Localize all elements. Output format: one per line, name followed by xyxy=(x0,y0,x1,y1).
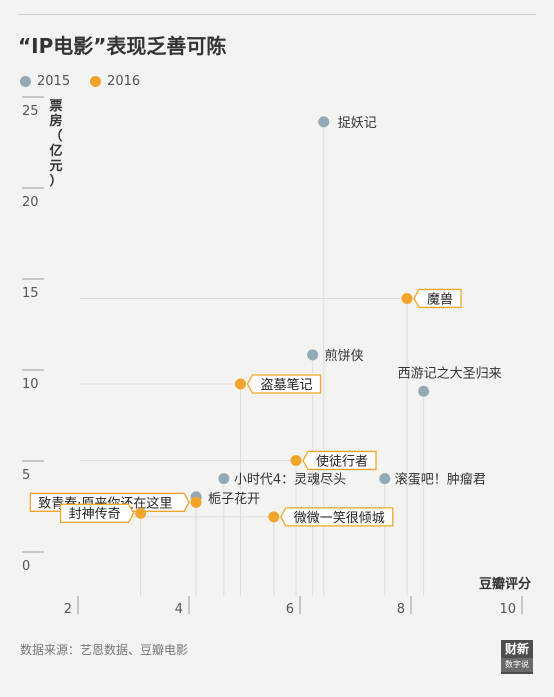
data-label-box-2016 xyxy=(413,288,462,309)
data-point-2016 xyxy=(268,511,280,523)
axes: 0 5 10 15 20 25 票房（亿元） 2 4 6 8 10 豆瓣评分 xyxy=(22,96,531,617)
data-label-box-2016 xyxy=(302,450,377,471)
y-axis-label: 元 xyxy=(49,159,62,174)
top-rule xyxy=(18,14,536,15)
x-tick-label: 2 xyxy=(64,602,72,617)
y-axis-label: 房 xyxy=(49,113,62,129)
legend-marker-2015 xyxy=(20,76,31,87)
data-label-box-2016 xyxy=(246,374,322,394)
legend-label-2016: 2016 xyxy=(107,74,141,89)
y-tick-label: 25 xyxy=(22,104,39,119)
y-tick-label: 10 xyxy=(22,377,39,392)
data-label-box-2016 xyxy=(280,507,394,527)
data-label-2015: 煎饼侠 xyxy=(325,348,364,364)
data-label-2016: 微微一笑很倾城 xyxy=(294,510,385,526)
data-point-2016 xyxy=(290,454,302,466)
x-tick-label: 6 xyxy=(286,602,294,617)
source-note: 数据来源：艺恩数据、豆瓣电影 xyxy=(20,643,189,657)
y-tick-label: 15 xyxy=(22,286,39,301)
logo-line2: 数字说 xyxy=(501,658,533,672)
data-point-2016 xyxy=(235,378,246,390)
y-axis-label: 票 xyxy=(49,98,62,114)
legend-item-2016: 2016 xyxy=(90,74,140,89)
data-label-2015: 小时代4：灵魂尽头 xyxy=(234,472,346,488)
data-label-2015: 捉妖记 xyxy=(338,116,377,131)
legend: 2015 2016 xyxy=(20,74,160,89)
data-point-2016 xyxy=(135,507,147,519)
data-label-2015: 西游记之大圣归来 xyxy=(398,366,502,381)
data-point-2015 xyxy=(218,473,230,485)
data-label-2016: 魔兽 xyxy=(427,292,453,307)
chart-title: “IP电影”表现乏善可陈 xyxy=(18,34,227,58)
y-tick-label: 5 xyxy=(22,468,30,483)
y-axis-label: 亿 xyxy=(49,143,62,159)
data-point-2015 xyxy=(307,349,319,361)
y-tick-label: 20 xyxy=(22,195,39,210)
data-label-box-2016 xyxy=(59,503,135,523)
x-tick-label: 10 xyxy=(499,602,516,617)
logo-line1: 财新 xyxy=(504,642,529,656)
legend-marker-2016 xyxy=(90,76,102,87)
x-axis-label: 豆瓣评分 xyxy=(479,576,531,592)
x-tick-label: 8 xyxy=(397,602,405,617)
data-point-2015 xyxy=(418,385,430,397)
x-tick-label: 4 xyxy=(175,602,183,617)
data-label-2016: 盗墓笔记 xyxy=(261,377,313,393)
caixin-logo: 财新 数字说 xyxy=(501,640,533,674)
data-label-2015: 栀子花开 xyxy=(208,491,260,507)
data-point-2015 xyxy=(318,116,330,128)
data-point-2016 xyxy=(401,292,413,304)
legend-label-2015: 2015 xyxy=(37,74,71,89)
data-point-2016 xyxy=(190,496,202,508)
y-axis-label: ） xyxy=(49,173,62,189)
y-tick-label: 0 xyxy=(22,559,30,574)
legend-item-2015: 2015 xyxy=(20,74,70,89)
y-axis-label: （ xyxy=(49,128,62,144)
data-label-2015: 滚蛋吧！肿瘤君 xyxy=(395,472,486,488)
data-label-2016: 封神传奇 xyxy=(69,506,121,522)
data-label-2016: 使徒行者 xyxy=(316,453,368,469)
data-point-2015 xyxy=(379,473,391,485)
